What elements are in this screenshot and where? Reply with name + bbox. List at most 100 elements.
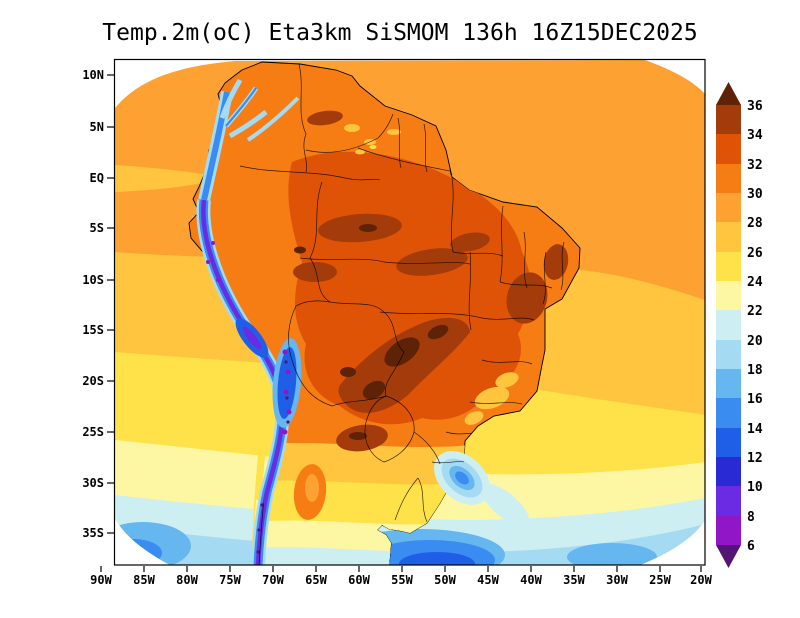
andes-peak-dot xyxy=(206,260,210,264)
lon-tick-label: 50W xyxy=(434,573,456,587)
colorbar-label: 20 xyxy=(747,334,763,349)
map-canvas xyxy=(115,60,705,565)
colorbar-label: 18 xyxy=(747,363,763,378)
state-border-line xyxy=(560,241,565,291)
lon-tick-label: 70W xyxy=(262,573,284,587)
andes-peak-dark-dot xyxy=(256,550,260,554)
andes-peak-dark-dot xyxy=(257,528,261,532)
hottest-core xyxy=(340,367,356,377)
state-border-line xyxy=(383,261,471,265)
colorbar-label: 30 xyxy=(747,187,763,202)
lat-tick-label: EQ xyxy=(90,171,104,185)
altiplano-cold-inner xyxy=(277,347,297,419)
border-line xyxy=(298,63,307,173)
andes-ridge xyxy=(196,78,302,565)
guiana-highland-speck xyxy=(344,124,360,132)
colorbar-label: 24 xyxy=(747,275,763,290)
hottest-core xyxy=(359,224,377,232)
lon-tick-label: 85W xyxy=(133,573,155,587)
colorbar-label: 32 xyxy=(747,158,763,173)
colorbar-band xyxy=(716,369,741,398)
colorbar-band xyxy=(716,164,741,193)
lon-tick-label: 75W xyxy=(219,573,241,587)
andes-peak-dot xyxy=(285,369,291,375)
colorbar-band xyxy=(716,398,741,428)
state-border-line xyxy=(499,281,553,289)
cold-ocean-blob-sw-core2 xyxy=(115,549,142,565)
border-line xyxy=(305,113,394,153)
lat-tick-label: 15S xyxy=(82,323,104,337)
hottest-core xyxy=(294,246,306,254)
border-line xyxy=(364,395,415,463)
border-line xyxy=(357,147,456,173)
se-highland-cool-patch xyxy=(495,372,519,388)
lon-tick-label: 55W xyxy=(391,573,413,587)
colorbar-label: 26 xyxy=(747,246,763,261)
lat-axis xyxy=(107,74,114,534)
state-border-line xyxy=(481,317,535,321)
equatorial-cool-tongue xyxy=(115,165,225,192)
andes-peak-dot xyxy=(283,389,289,395)
lat-tick-label: 30S xyxy=(82,476,104,490)
colorbar-band xyxy=(716,340,741,369)
state-border-line xyxy=(452,251,504,257)
lon-tick-label: 25W xyxy=(649,573,671,587)
lat-axis-labels: 10N 5N EQ 5S 10S 15S 20S 25S 30S 35S xyxy=(82,68,104,540)
state-border-line xyxy=(523,231,528,289)
colorbar-label: 6 xyxy=(747,539,755,554)
border-line xyxy=(239,165,381,181)
state-border-line xyxy=(379,311,483,319)
hottest-core xyxy=(427,324,449,340)
se-highland-cool-patch xyxy=(464,411,484,425)
border-line xyxy=(329,301,405,353)
cold-pocket-core-14-16 xyxy=(455,471,469,485)
colorbar-cap-top xyxy=(716,82,741,105)
hottest-core xyxy=(384,337,420,367)
lat-tick-label: 5S xyxy=(90,221,104,235)
state-border-line xyxy=(450,177,454,253)
colorbar-band xyxy=(716,428,741,457)
colorbar-band xyxy=(716,222,741,252)
border-line xyxy=(397,117,402,169)
andes-peak-dot xyxy=(286,409,292,415)
hottest-core xyxy=(349,432,367,440)
state-border-line xyxy=(469,401,523,405)
andes-colombia-branch xyxy=(219,78,243,119)
colorbar-band xyxy=(716,134,741,164)
colorbar-label: 22 xyxy=(747,304,763,319)
lon-tick-label: 35W xyxy=(563,573,585,587)
state-border-line xyxy=(481,359,533,365)
andes-colombia-branch xyxy=(228,110,268,139)
lon-tick-label: 80W xyxy=(176,573,198,587)
hottest-core xyxy=(362,380,386,400)
colorbar: 36 34 32 30 28 26 24 22 20 18 16 14 12 1… xyxy=(716,82,763,568)
cold-pocket-tail xyxy=(480,483,530,527)
guiana-highland-speck xyxy=(369,145,377,149)
border-line xyxy=(394,477,419,521)
peru-high-cold-core xyxy=(242,326,262,350)
colorbar-band xyxy=(716,457,741,486)
figure-title: Temp.2m(oC) Eta3km SiSMOM 136h 16Z15DEC2… xyxy=(102,20,697,46)
lon-tick-label: 65W xyxy=(305,573,327,587)
cold-ocean-blob-se xyxy=(567,543,657,565)
andes-north-inner xyxy=(201,91,230,201)
lon-tick-label: 90W xyxy=(90,573,112,587)
lat-tick-label: 20S xyxy=(82,374,104,388)
state-border-line xyxy=(542,251,547,305)
colorbar-band xyxy=(716,193,741,222)
amazon-hot-patch xyxy=(396,248,468,276)
lon-tick-label: 40W xyxy=(520,573,542,587)
amazon-hot-patch xyxy=(450,232,490,252)
colorbar-label: 36 xyxy=(747,99,763,114)
andes-merida-branch xyxy=(246,96,300,142)
lat-tick-label: 25S xyxy=(82,425,104,439)
map-frame xyxy=(113,58,706,566)
colorbar-labels: 36 34 32 30 28 26 24 22 20 18 16 14 12 1… xyxy=(747,99,763,554)
andes-peak-dark-dot xyxy=(285,396,289,400)
colorbar-label: 14 xyxy=(747,422,763,437)
colorbar-label: 10 xyxy=(747,480,763,495)
lon-axis-labels: 90W 85W 80W 75W 70W 65W 60W 55W 50W 45W … xyxy=(90,573,712,587)
colorbar-label: 28 xyxy=(747,216,763,231)
colorbar-band xyxy=(716,486,741,516)
